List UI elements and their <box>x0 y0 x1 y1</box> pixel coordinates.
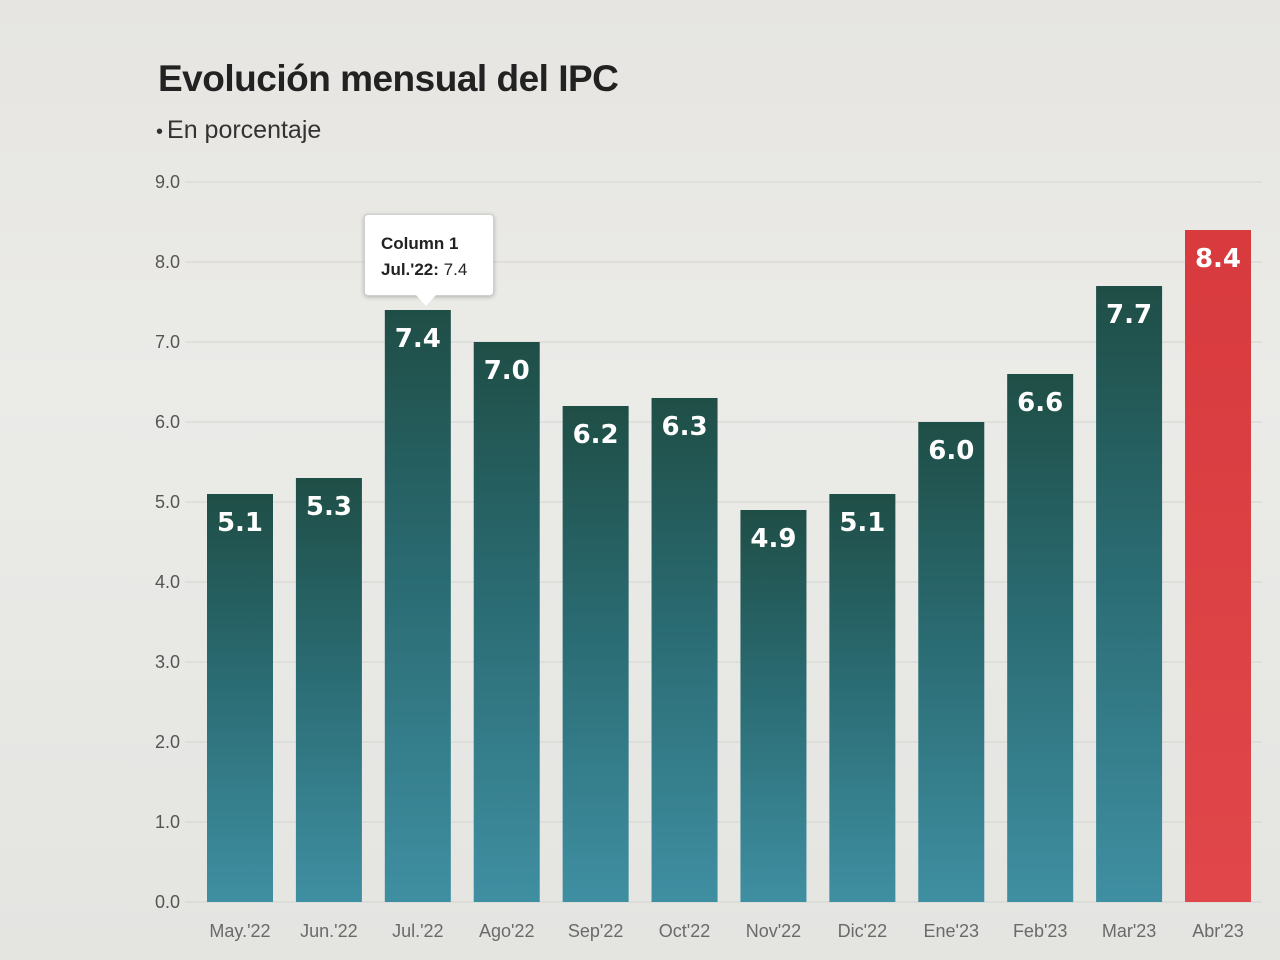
bar[interactable] <box>829 494 896 902</box>
y-tick-label: 9.0 <box>155 172 180 192</box>
y-tick-label: 1.0 <box>155 812 180 832</box>
x-tick-label: Dic'22 <box>838 921 887 941</box>
x-tick-label: Sep'22 <box>568 921 624 941</box>
data-label: 8.4 <box>1195 244 1241 274</box>
x-tick-label: Feb'23 <box>1013 921 1067 941</box>
y-tick-label: 5.0 <box>155 492 180 512</box>
tooltip-series: Column 1 <box>381 234 459 253</box>
chart-subtitle: • En porcentaje <box>156 116 321 145</box>
data-label: 5.1 <box>217 508 263 538</box>
data-labels: 5.1 5.3 7.4 7.0 6.2 6.3 4.9 5.1 6.0 6.6 7.7 8.4 <box>217 244 1241 554</box>
x-tick-label: Abr'23 <box>1192 921 1243 941</box>
data-label: 5.3 <box>306 492 352 522</box>
bar[interactable] <box>918 422 985 902</box>
data-label: 4.9 <box>750 524 796 554</box>
data-label: 6.0 <box>928 436 974 466</box>
x-tick-label: Ago'22 <box>479 921 535 941</box>
bullet-icon: • <box>156 121 164 143</box>
bar[interactable] <box>651 398 718 902</box>
data-label: 7.0 <box>484 356 530 386</box>
data-label: 6.3 <box>662 412 708 442</box>
bar[interactable] <box>1007 374 1074 902</box>
subtitle-text: En porcentaje <box>167 116 322 144</box>
y-tick-label: 3.0 <box>155 652 180 672</box>
bar[interactable] <box>473 342 540 902</box>
y-tick-label: 6.0 <box>155 412 180 432</box>
data-label: 6.6 <box>1017 388 1063 418</box>
x-tick-label: Ene'23 <box>924 921 980 941</box>
data-label: 7.7 <box>1106 300 1152 330</box>
chart-title: Evolución mensual del IPC <box>158 58 619 99</box>
x-tick-label: Jun.'22 <box>300 921 357 941</box>
bar[interactable] <box>562 406 629 902</box>
tooltip-value: 7.4 <box>443 260 468 279</box>
y-tick-label: 4.0 <box>155 572 180 592</box>
bar[interactable] <box>384 310 451 902</box>
y-tick-label: 2.0 <box>155 732 180 752</box>
bar[interactable] <box>1096 286 1163 902</box>
y-tick-label: 0.0 <box>155 892 180 912</box>
tooltip: Column 1 Jul.'22: 7.4 <box>364 214 494 296</box>
bar[interactable] <box>740 510 807 902</box>
data-label: 6.2 <box>573 420 619 450</box>
x-tick-label: Nov'22 <box>746 921 801 941</box>
y-tick-label: 7.0 <box>155 332 180 352</box>
tooltip-arrow <box>416 295 436 306</box>
bars <box>207 230 1251 902</box>
bar[interactable] <box>207 494 273 902</box>
grid-lines <box>185 181 1262 903</box>
x-tick-label: May.'22 <box>209 921 270 941</box>
x-tick-label: Mar'23 <box>1102 921 1156 941</box>
tooltip-category: Jul.'22: <box>381 260 439 279</box>
y-axis: 0.0 1.0 2.0 3.0 4.0 5.0 6.0 7.0 8.0 9.0 <box>155 172 180 912</box>
bar[interactable] <box>295 478 362 902</box>
x-axis: May.'22 Jun.'22 Jul.'22 Ago'22 Sep'22 Oct'22 N… <box>209 921 1243 941</box>
x-tick-label: Oct'22 <box>659 921 710 941</box>
bar[interactable] <box>1185 230 1251 902</box>
data-label: 5.1 <box>839 508 885 538</box>
y-tick-label: 8.0 <box>155 252 180 272</box>
x-tick-label: Jul.'22 <box>392 921 443 941</box>
data-label: 7.4 <box>395 324 441 354</box>
